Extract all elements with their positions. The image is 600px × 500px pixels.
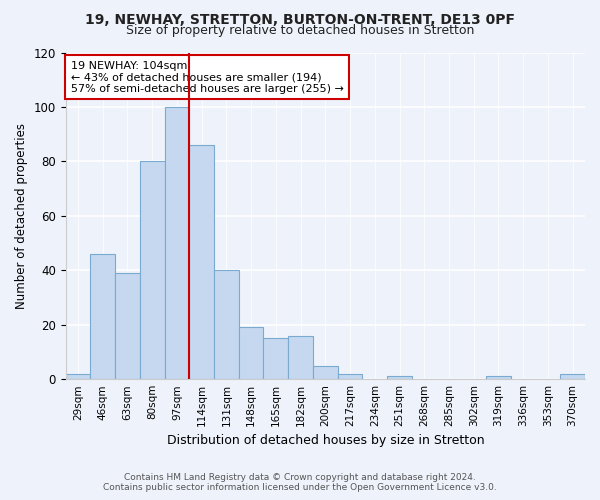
Text: Contains HM Land Registry data © Crown copyright and database right 2024.
Contai: Contains HM Land Registry data © Crown c… bbox=[103, 473, 497, 492]
Text: Size of property relative to detached houses in Stretton: Size of property relative to detached ho… bbox=[126, 24, 474, 37]
Bar bbox=[65, 374, 91, 379]
Bar bbox=[214, 270, 239, 379]
Bar bbox=[140, 162, 164, 379]
Text: 19, NEWHAY, STRETTON, BURTON-ON-TRENT, DE13 0PF: 19, NEWHAY, STRETTON, BURTON-ON-TRENT, D… bbox=[85, 12, 515, 26]
Text: 19 NEWHAY: 104sqm
← 43% of detached houses are smaller (194)
57% of semi-detache: 19 NEWHAY: 104sqm ← 43% of detached hous… bbox=[71, 60, 344, 94]
Bar bbox=[115, 273, 140, 379]
Bar bbox=[486, 376, 511, 379]
Bar bbox=[263, 338, 288, 379]
Bar bbox=[387, 376, 412, 379]
Bar bbox=[91, 254, 115, 379]
Bar bbox=[239, 328, 263, 379]
Bar bbox=[190, 145, 214, 379]
Bar bbox=[164, 107, 190, 379]
Bar bbox=[313, 366, 338, 379]
Bar bbox=[560, 374, 585, 379]
Bar bbox=[338, 374, 362, 379]
X-axis label: Distribution of detached houses by size in Stretton: Distribution of detached houses by size … bbox=[167, 434, 484, 448]
Bar bbox=[288, 336, 313, 379]
Y-axis label: Number of detached properties: Number of detached properties bbox=[15, 123, 28, 309]
